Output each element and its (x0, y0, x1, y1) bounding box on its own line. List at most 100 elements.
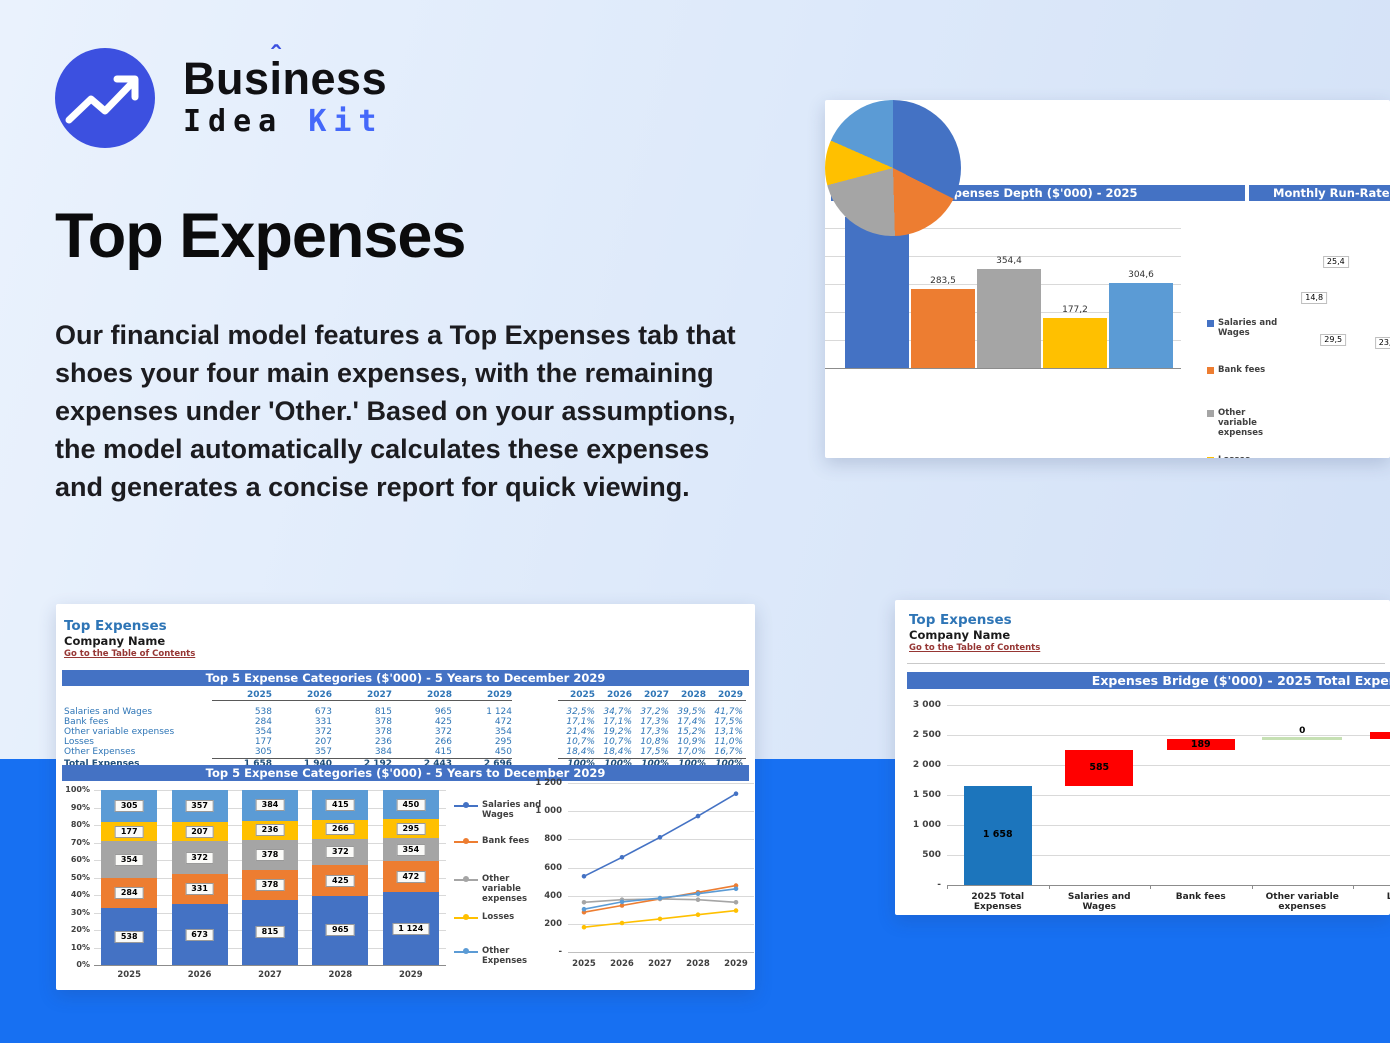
stack-segment (242, 899, 298, 965)
data-point (619, 899, 625, 905)
x-axis-label: 2029 (398, 970, 423, 980)
cell: 415 (434, 747, 452, 757)
company-name: Company Name (909, 628, 1011, 642)
stack-segment (242, 790, 298, 821)
y-axis-label: 3 000 (912, 700, 941, 710)
y-axis-label: 80% (70, 820, 90, 829)
legend-swatch (1207, 457, 1214, 458)
y-axis-label: 500 (922, 850, 941, 860)
expenses-depth-bar-chart: 538,5 283,5 354,4 177,2 304,6 (825, 204, 1183, 378)
legend-item: Other variable expenses (454, 874, 548, 904)
sheet-title: Top Expenses (64, 618, 167, 634)
cell: 37,2% (640, 707, 669, 717)
y-axis-label: 40% (70, 890, 90, 899)
cell: 815 (374, 707, 392, 717)
cell: 17,0% (677, 747, 706, 757)
stack-segment-label: 295 (396, 822, 426, 835)
stack-segment (242, 820, 298, 840)
x-axis-label: 2028 (686, 959, 710, 969)
gridline (94, 825, 446, 826)
logo-circle (55, 48, 155, 148)
stack-segment-label: 673 (185, 928, 214, 941)
data-point (581, 909, 587, 915)
row-label: Other Expenses (64, 747, 136, 757)
line-chart-svg (581, 791, 739, 930)
data-point (657, 916, 663, 922)
table-of-contents-link[interactable]: Go to the Table of Contents (64, 649, 196, 659)
row-percents: 17,1% 17,1% 17,3% 17,4% 17,5% (558, 717, 746, 727)
bridge-bar (1065, 750, 1134, 786)
gridline (825, 368, 1181, 369)
cell: 10,9% (677, 737, 706, 747)
row-values: 538 673 815 965 1 124 (212, 707, 512, 717)
table-row: Bank fees 284 331 378 425 472 17,1% 17,1% 17,3% 1… (56, 717, 755, 727)
depth-bar-label: 177,2 (1062, 305, 1088, 315)
gridline (94, 930, 446, 931)
legend-dot (463, 876, 469, 882)
stack-segment (101, 878, 158, 909)
stack-segment-label: 378 (255, 848, 285, 861)
y-axis-label: - (937, 880, 941, 890)
cell: 331 (314, 717, 332, 727)
bridge-bar (1369, 732, 1390, 740)
data-point (619, 855, 625, 860)
sheet-title: Top Expenses (909, 612, 1012, 628)
brand-line2: Idea Kit (183, 104, 384, 139)
cell: 207 (314, 737, 332, 747)
cell: 100% (678, 759, 706, 769)
gridline (568, 867, 754, 869)
stack-segment-label: 538 (114, 930, 144, 943)
cell: 2028 (680, 689, 706, 700)
cell: 100% (641, 759, 669, 769)
stack-segment (101, 790, 158, 823)
data-point (581, 874, 587, 879)
data-point (695, 897, 701, 902)
cell: 2026 (606, 689, 632, 700)
gridline (568, 895, 754, 897)
x-axis-label: 2027 (258, 970, 282, 980)
axis-tick (1150, 885, 1151, 889)
row-percents: 18,4% 18,4% 17,5% 17,0% 16,7% (558, 747, 746, 757)
cell: 100% (567, 759, 595, 769)
y-axis-label: 30% (70, 907, 90, 917)
row-values: 177 207 236 266 295 (212, 737, 512, 747)
stack-segment (171, 904, 228, 965)
data-point (695, 891, 701, 896)
cell: 17,5% (714, 717, 743, 727)
depth-bar-3 (977, 269, 1041, 368)
stack-segment (171, 874, 228, 905)
cell: 2029 (717, 689, 743, 700)
cell: 2 192 (363, 759, 392, 769)
cell: 2027 (366, 689, 392, 700)
stack-segment (382, 819, 439, 839)
stack-segment-label: 384 (255, 799, 285, 812)
stacked-chart-title-band: Top 5 Expense Categories ($'000) - 5 Yea… (62, 765, 749, 781)
line-series (583, 909, 737, 928)
legend-label: Other variable expenses (1218, 408, 1264, 438)
stack-segment-label: 372 (326, 846, 355, 859)
gridline (947, 795, 1390, 796)
data-point (733, 791, 739, 796)
gridline (947, 735, 1390, 736)
gridline (568, 839, 754, 841)
stack-segment (101, 840, 158, 879)
brand-line1: Busi ˆ ness (183, 39, 388, 104)
legend-line-marker (454, 838, 478, 844)
cell: 384 (374, 747, 392, 757)
legend-label: Salaries and Wages (1218, 318, 1278, 338)
legend-item: Salaries and Wages (1207, 318, 1284, 338)
table-title: Top 5 Expense Categories ($'000) - 5 Yea… (205, 671, 606, 685)
cell: 2 696 (483, 759, 512, 769)
bridge-label: 1 658 (982, 829, 1013, 841)
cell: 41,7% (714, 707, 743, 717)
cell: 472 (494, 717, 512, 727)
stacked-chart-title: Top 5 Expense Categories ($'000) - 5 Yea… (205, 766, 606, 780)
stack-segment-label: 331 (185, 883, 214, 896)
stack-segment-label: 378 (255, 878, 285, 891)
cell: 378 (374, 727, 392, 737)
bridge-label: 585 (1089, 761, 1110, 773)
table-of-contents-link[interactable]: Go to the Table of Contents (909, 643, 1041, 653)
data-point (695, 912, 701, 917)
data-point (619, 897, 625, 902)
axis-tick (1353, 885, 1354, 889)
